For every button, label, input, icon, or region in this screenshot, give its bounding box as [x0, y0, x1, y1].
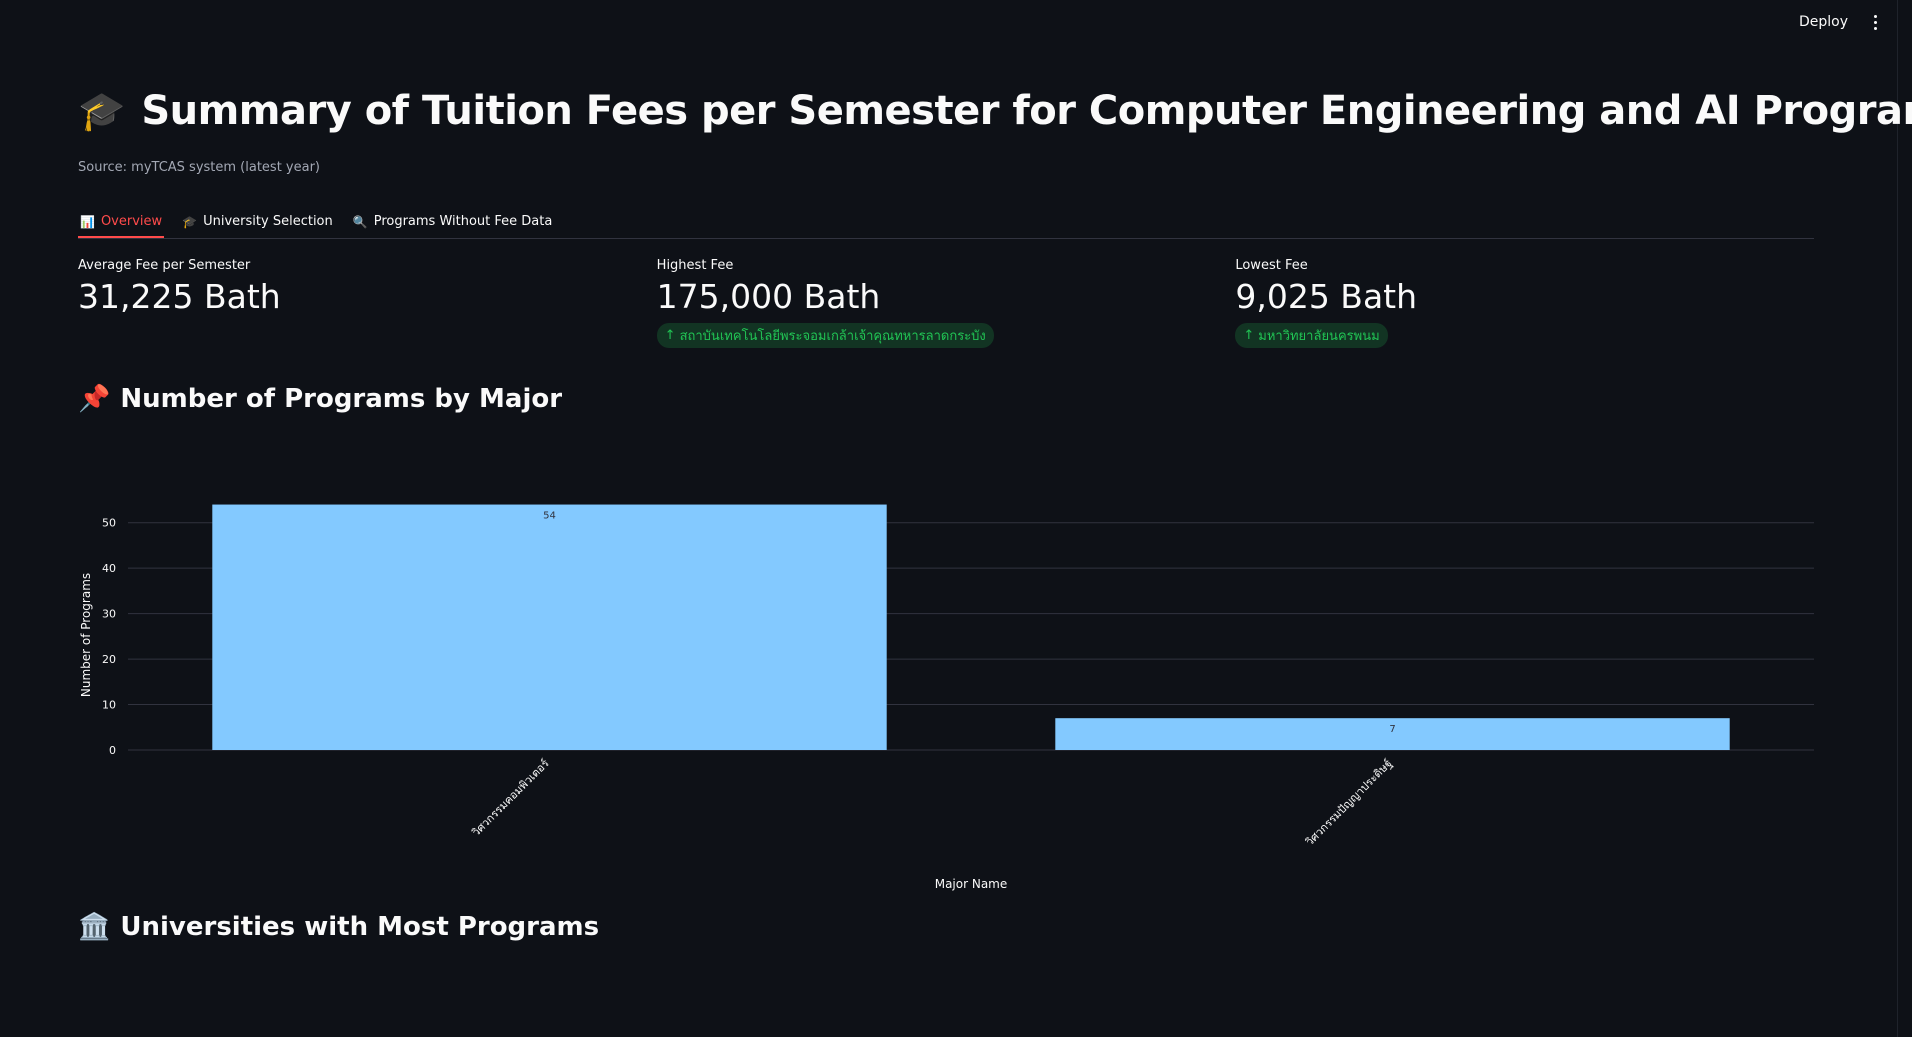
metric-value: 31,225 Bath: [78, 277, 281, 316]
tab-bar: 📊 Overview 🎓 University Selection 🔍 Prog…: [78, 206, 1814, 239]
metric-value: 175,000 Bath: [656, 277, 881, 316]
arrow-up-icon: ↑: [664, 328, 676, 344]
data-label: 7: [1389, 724, 1395, 735]
section-title: Universities with Most Programs: [120, 912, 600, 942]
metric-label: Average Fee per Semester: [78, 258, 251, 273]
page-header: 🎓 Summary of Tuition Fees per Semester f…: [78, 88, 1912, 134]
metric-delta-text: สถาบันเทคโนโลยีพระจอมเกล้าเจ้าคุณทหารลาด…: [679, 329, 986, 345]
metric-value: 9,025 Bath: [1235, 277, 1418, 316]
kebab-dot: [1873, 26, 1877, 30]
data-label: 54: [543, 511, 556, 522]
y-tick-label: 40: [102, 562, 116, 575]
kebab-dot: [1873, 14, 1877, 18]
tab-label: Programs Without Fee Data: [373, 214, 553, 229]
metrics-row: Average Fee per Semester 31,225 Bath Hig…: [78, 258, 1814, 349]
pushpin-icon: 📌: [78, 384, 111, 414]
metric-delta-badge: ↑ มหาวิทยาลัยนครพนม: [1235, 323, 1388, 349]
tab-programs-without-fee-data[interactable]: 🔍 Programs Without Fee Data: [351, 206, 555, 237]
y-tick-label: 0: [109, 744, 116, 757]
y-tick-label: 50: [102, 517, 116, 530]
classical-building-icon: 🏛️: [78, 912, 111, 942]
section-heading-universities: 🏛️ Universities with Most Programs: [78, 912, 599, 942]
tab-label: University Selection: [203, 214, 333, 229]
x-tick-label: วิศวกรรมคอมพิวเตอร์: [469, 757, 552, 840]
magnifier-icon: 🔍: [352, 214, 368, 229]
tab-university-selection[interactable]: 🎓 University Selection: [180, 206, 335, 237]
bar-chart-icon: 📊: [80, 214, 95, 229]
x-tick-label: วิศวกรรมปัญญาประดิษฐ์: [1303, 757, 1395, 849]
metric-label: Lowest Fee: [1235, 258, 1308, 273]
deploy-button[interactable]: Deploy: [1793, 12, 1854, 32]
bar: [1055, 718, 1730, 750]
metric-delta-badge: ↑ สถาบันเทคโนโลยีพระจอมเกล้าเจ้าคุณทหารล…: [656, 323, 994, 349]
page-scrollbar[interactable]: [1897, 0, 1912, 1037]
metric-delta-text: มหาวิทยาลัยนครพนม: [1258, 329, 1380, 345]
y-tick-label: 30: [102, 608, 116, 621]
x-axis-title: Major Name: [935, 877, 1008, 891]
page-title: Summary of Tuition Fees per Semester for…: [141, 88, 1912, 134]
y-tick-label: 20: [102, 653, 116, 666]
header-toolbar: Deploy: [0, 0, 1912, 44]
tab-overview[interactable]: 📊 Overview: [78, 206, 165, 238]
section-title: Number of Programs by Major: [120, 384, 563, 414]
arrow-up-icon: ↑: [1243, 328, 1255, 344]
kebab-dot: [1873, 20, 1877, 24]
graduation-cap-icon: 🎓: [78, 89, 126, 133]
bar: [212, 504, 887, 750]
section-heading-programs-by-major: 📌 Number of Programs by Major: [78, 384, 562, 414]
kebab-menu-icon[interactable]: [1868, 11, 1882, 33]
y-tick-label: 10: [102, 699, 116, 712]
metric-average-fee: Average Fee per Semester 31,225 Bath: [78, 258, 657, 348]
source-caption: Source: myTCAS system (latest year): [78, 160, 321, 175]
graduation-cap-icon: 🎓: [182, 214, 198, 229]
bar-chart-svg: 0 10 20 30 40 50 54 วิศวกรรมคอมพิวเตอร์ 7 วิศวกรร…: [79, 504, 1814, 891]
y-axis-title: Number of Programs: [79, 573, 93, 697]
programs-by-major-chart: 0 10 20 30 40 50 54 วิศวกรรมคอมพิวเตอร์ 7 วิศวกรร…: [78, 480, 1814, 900]
metric-lowest-fee: Lowest Fee 9,025 Bath ↑ มหาวิทยาลัยนครพน…: [1235, 258, 1814, 349]
metric-highest-fee: Highest Fee 175,000 Bath ↑ สถาบันเทคโนโล…: [656, 258, 1236, 349]
metric-label: Highest Fee: [656, 258, 734, 273]
tab-label: Overview: [100, 214, 163, 229]
